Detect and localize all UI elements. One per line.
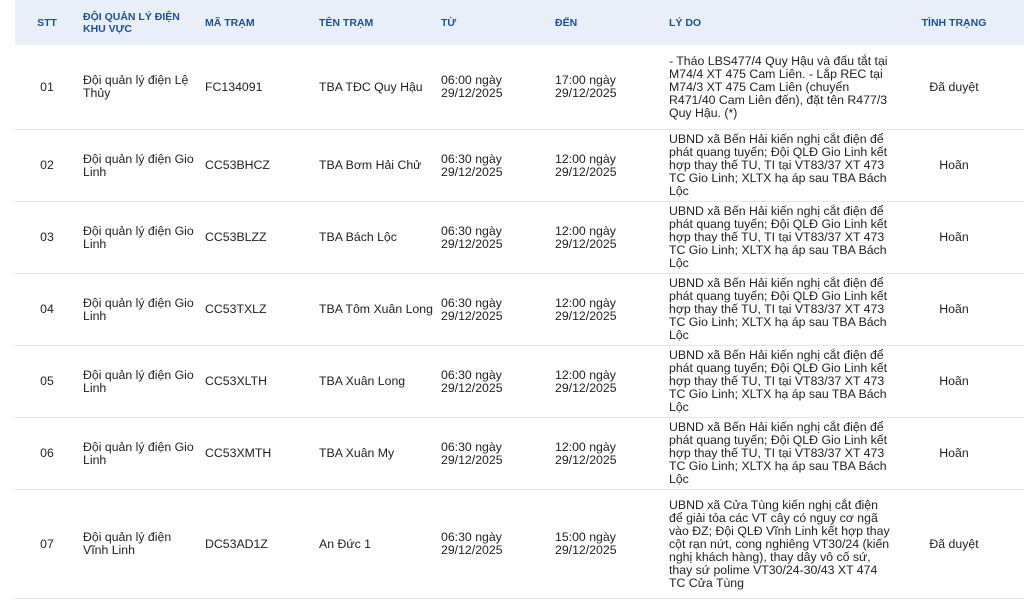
cell-team: Đội quản lý điện Vĩnh Linh	[79, 489, 201, 599]
cell-status: Hoãn	[895, 273, 1013, 346]
cell-team: Đội quản lý điện Gio Linh	[79, 129, 201, 202]
cell-from: 06:30 ngày 29/12/2025	[437, 345, 551, 418]
cell-team: Đội quản lý điện Gio Linh	[79, 417, 201, 490]
cell-from: 06:30 ngày 29/12/2025	[437, 129, 551, 202]
header-team: ĐỘI QUẢN LÝ ĐIỆN KHU VỰC	[79, 0, 201, 45]
cell-to: 12:00 ngày 29/12/2025	[551, 345, 665, 418]
table-row: 02 Đội quản lý điện Gio Linh CC53BHCZ TBA B…	[15, 129, 1024, 202]
cell-reason: UBND xã Cửa Tùng kiến nghị cắt điện để g…	[665, 489, 895, 599]
cell-stt: 01	[15, 45, 79, 130]
cell-status: Hoãn	[895, 345, 1013, 418]
cell-name: An Đức 1	[315, 489, 437, 599]
cell-name: TBA TĐC Quy Hậu	[315, 45, 437, 130]
table-row: 06 Đội quản lý điện Gio Linh CC53XMTH TBA X…	[15, 417, 1024, 490]
cell-name: TBA Xuân Long	[315, 345, 437, 418]
cell-reason: - Tháo LBS477/4 Quy Hậu và đấu tắt tại M…	[665, 45, 895, 130]
cell-stt: 04	[15, 273, 79, 346]
cell-team: Đội quản lý điện Gio Linh	[79, 201, 201, 274]
cell-code: DC53AD1Z	[201, 489, 315, 599]
cell-code: CC53XMTH	[201, 417, 315, 490]
cell-name: TBA Bơm Hải Chử	[315, 129, 437, 202]
cell-reason: UBND xã Bến Hải kiến nghị cắt điện để ph…	[665, 273, 895, 346]
cell-reason: UBND xã Bến Hải kiến nghị cắt điện để ph…	[665, 417, 895, 490]
header-name: TÊN TRẠM	[315, 0, 437, 45]
cell-code: CC53TXLZ	[201, 273, 315, 346]
cell-team: Đội quản lý điện Gio Linh	[79, 345, 201, 418]
table-row: 07 Đội quản lý điện Vĩnh Linh DC53AD1Z An Đ…	[15, 489, 1024, 599]
cell-status: Đã duyệt	[895, 45, 1013, 130]
cell-to: 17:00 ngày 29/12/2025	[551, 45, 665, 130]
cell-status: Đã duyệt	[895, 489, 1013, 599]
cell-reason: UBND xã Bến Hải kiến nghị cắt điện để ph…	[665, 201, 895, 274]
table-row: 04 Đội quản lý điện Gio Linh CC53TXLZ TBA T…	[15, 273, 1024, 346]
cell-stt: 03	[15, 201, 79, 274]
cell-stt: 06	[15, 417, 79, 490]
header-stt: STT	[15, 0, 79, 45]
cell-code: CC53XLTH	[201, 345, 315, 418]
header-reason: LÝ DO	[665, 0, 895, 45]
cell-status: Hoãn	[895, 417, 1013, 490]
cell-code: CC53BLZZ	[201, 201, 315, 274]
cell-to: 12:00 ngày 29/12/2025	[551, 417, 665, 490]
table-row: 03 Đội quản lý điện Gio Linh CC53BLZZ TBA B…	[15, 201, 1024, 274]
cell-from: 06:30 ngày 29/12/2025	[437, 489, 551, 599]
outage-schedule-table: STT ĐỘI QUẢN LÝ ĐIỆN KHU VỰC MÃ TRẠM TÊN…	[15, 0, 1024, 599]
cell-reason: UBND xã Bến Hải kiến nghị cắt điện để ph…	[665, 129, 895, 202]
cell-stt: 07	[15, 489, 79, 599]
cell-code: CC53BHCZ	[201, 129, 315, 202]
cell-to: 12:00 ngày 29/12/2025	[551, 129, 665, 202]
cell-team: Đội quản lý điện Gio Linh	[79, 273, 201, 346]
cell-status: Hoãn	[895, 201, 1013, 274]
cell-to: 12:00 ngày 29/12/2025	[551, 201, 665, 274]
cell-from: 06:30 ngày 29/12/2025	[437, 201, 551, 274]
cell-team: Đội quản lý điện Lệ Thủy	[79, 45, 201, 130]
header-code: MÃ TRẠM	[201, 0, 315, 45]
table-row: 05 Đội quản lý điện Gio Linh CC53XLTH TBA X…	[15, 345, 1024, 418]
cell-stt: 02	[15, 129, 79, 202]
cell-status: Hoãn	[895, 129, 1013, 202]
cell-name: TBA Bách Lộc	[315, 201, 437, 274]
header-to: ĐẾN	[551, 0, 665, 45]
cell-to: 12:00 ngày 29/12/2025	[551, 273, 665, 346]
cell-name: TBA Xuân My	[315, 417, 437, 490]
table-row: 01 Đội quản lý điện Lệ Thủy FC134091 TBA TĐ…	[15, 45, 1024, 130]
cell-from: 06:30 ngày 29/12/2025	[437, 417, 551, 490]
cell-code: FC134091	[201, 45, 315, 130]
cell-name: TBA Tôm Xuân Long	[315, 273, 437, 346]
header-from: TỪ	[437, 0, 551, 45]
table-header-row: STT ĐỘI QUẢN LÝ ĐIỆN KHU VỰC MÃ TRẠM TÊN…	[15, 0, 1024, 45]
cell-from: 06:00 ngày 29/12/2025	[437, 45, 551, 130]
cell-reason: UBND xã Bến Hải kiến nghị cắt điện để ph…	[665, 345, 895, 418]
cell-from: 06:30 ngày 29/12/2025	[437, 273, 551, 346]
cell-stt: 05	[15, 345, 79, 418]
cell-to: 15:00 ngày 29/12/2025	[551, 489, 665, 599]
header-status: TÌNH TRẠNG	[895, 0, 1013, 45]
